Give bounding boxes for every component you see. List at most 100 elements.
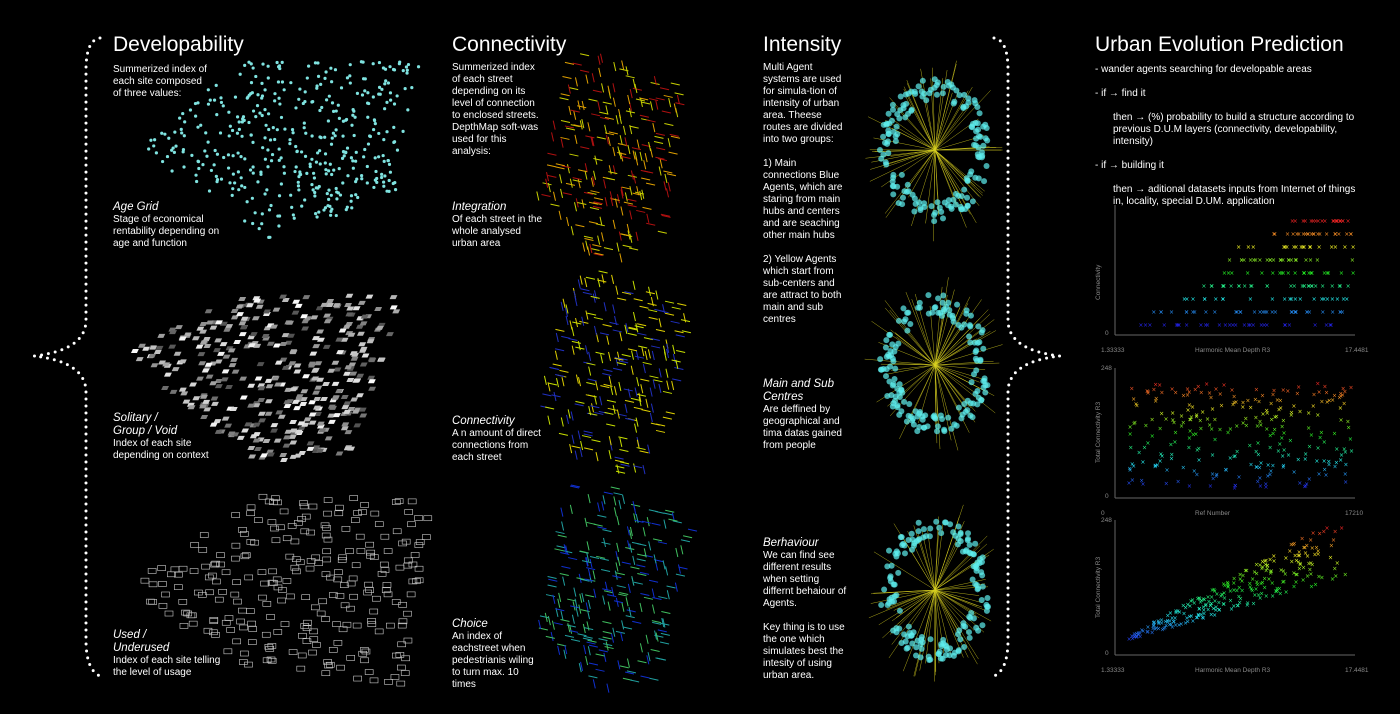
dot bbox=[310, 157, 314, 161]
street bbox=[560, 507, 564, 517]
dot bbox=[267, 127, 271, 132]
agent bbox=[968, 379, 975, 386]
dot bbox=[277, 96, 281, 100]
street bbox=[639, 151, 643, 161]
dot bbox=[336, 103, 340, 107]
plot-texture: × bbox=[1317, 389, 1322, 396]
plot-texture: × bbox=[1218, 426, 1223, 433]
street bbox=[568, 629, 579, 633]
axis-label: 1.33333 bbox=[1101, 347, 1125, 354]
dot bbox=[222, 155, 226, 160]
street bbox=[599, 111, 609, 115]
plot-texture: × bbox=[1153, 463, 1158, 470]
agent-path bbox=[933, 149, 936, 214]
dot bbox=[335, 190, 339, 194]
dot bbox=[354, 150, 358, 154]
plot-texture: × bbox=[1330, 309, 1335, 316]
dot bbox=[383, 107, 387, 111]
street bbox=[577, 100, 581, 110]
plot-texture: × bbox=[1265, 283, 1270, 290]
plot-texture: × bbox=[1260, 564, 1265, 571]
agent bbox=[963, 175, 970, 182]
street bbox=[566, 414, 570, 424]
plot-texture: × bbox=[1333, 231, 1338, 238]
agent bbox=[928, 203, 935, 210]
plot-texture: × bbox=[1248, 257, 1253, 264]
block bbox=[229, 406, 238, 411]
plot-texture: × bbox=[1246, 322, 1251, 329]
dot bbox=[167, 136, 171, 140]
street bbox=[666, 188, 670, 198]
street bbox=[545, 635, 555, 639]
plot-texture: × bbox=[1204, 601, 1209, 608]
agent bbox=[937, 655, 944, 662]
item-title: Age Grid bbox=[113, 201, 159, 213]
dot bbox=[302, 126, 306, 130]
dot bbox=[377, 92, 381, 96]
agent bbox=[975, 323, 982, 330]
parcel bbox=[265, 646, 275, 652]
street bbox=[655, 429, 666, 433]
block bbox=[311, 368, 319, 373]
parcel bbox=[383, 548, 393, 554]
dot bbox=[352, 133, 356, 138]
plot-texture: × bbox=[1286, 452, 1291, 459]
plot-texture: × bbox=[1283, 244, 1288, 251]
plot-texture: × bbox=[1304, 542, 1309, 549]
plot-texture: × bbox=[1197, 605, 1202, 612]
plot-texture: × bbox=[1248, 405, 1253, 412]
plot-texture: × bbox=[1174, 322, 1179, 329]
agent bbox=[927, 525, 934, 532]
street bbox=[587, 646, 591, 656]
block bbox=[345, 312, 354, 317]
street bbox=[658, 166, 662, 176]
block bbox=[175, 325, 183, 330]
item-text: Index of each site depending on context bbox=[113, 438, 209, 461]
block bbox=[279, 453, 288, 458]
parcel bbox=[248, 639, 257, 645]
street bbox=[579, 593, 583, 603]
street bbox=[559, 369, 569, 373]
street bbox=[592, 176, 596, 186]
street bbox=[603, 383, 613, 387]
dot bbox=[393, 187, 398, 192]
plot-texture: × bbox=[1195, 615, 1200, 622]
dot bbox=[379, 175, 384, 180]
plot-texture: × bbox=[1223, 467, 1228, 474]
street bbox=[662, 390, 673, 394]
parcel bbox=[198, 592, 207, 598]
plot-texture: × bbox=[1306, 560, 1311, 567]
dot bbox=[331, 109, 336, 113]
street bbox=[567, 84, 571, 94]
agent bbox=[961, 321, 968, 328]
dot bbox=[366, 91, 370, 95]
parcel bbox=[299, 500, 308, 506]
agent bbox=[901, 631, 908, 638]
street bbox=[585, 240, 589, 250]
block bbox=[289, 349, 298, 354]
dot bbox=[263, 108, 267, 112]
street bbox=[597, 277, 601, 288]
plot-texture: × bbox=[1130, 477, 1135, 484]
street bbox=[573, 290, 577, 300]
street bbox=[622, 626, 633, 630]
street bbox=[638, 345, 648, 349]
agent bbox=[967, 323, 974, 330]
plot-texture: × bbox=[1308, 537, 1313, 544]
parcel bbox=[308, 503, 318, 510]
street bbox=[617, 142, 628, 146]
street bbox=[613, 600, 624, 604]
block bbox=[251, 316, 260, 321]
plot-texture: × bbox=[1331, 218, 1336, 225]
block bbox=[340, 426, 349, 431]
agent bbox=[979, 152, 986, 159]
block bbox=[203, 407, 212, 412]
plot-texture: × bbox=[1299, 244, 1304, 251]
plot-texture: × bbox=[1211, 606, 1216, 613]
dot bbox=[261, 62, 265, 66]
dot bbox=[389, 98, 393, 102]
plot-texture: × bbox=[1261, 309, 1266, 316]
parcel bbox=[224, 615, 234, 621]
agent bbox=[905, 90, 912, 97]
parcel bbox=[403, 637, 413, 644]
